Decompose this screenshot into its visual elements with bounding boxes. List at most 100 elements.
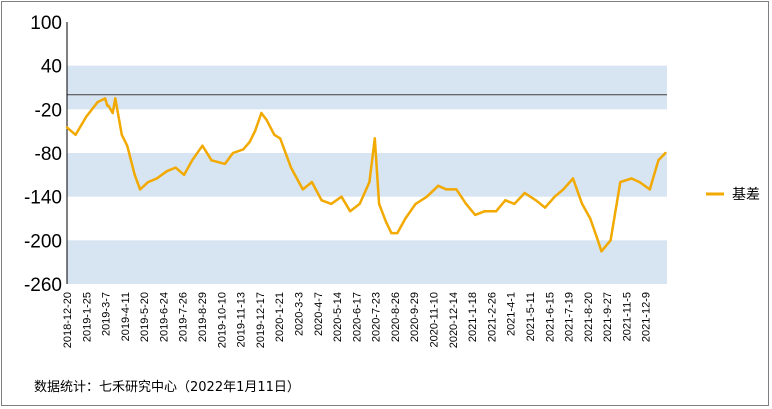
x-tick-label: 2019-11-13 — [236, 292, 248, 347]
series-point — [445, 188, 448, 191]
x-tick-label: 2020-8-26 — [390, 292, 402, 342]
series-point — [174, 166, 177, 169]
y-tick-label: -140 — [24, 188, 62, 209]
series-point — [553, 195, 556, 198]
series-point — [330, 202, 333, 206]
x-tick-label: 2020-6-17 — [351, 292, 363, 342]
series-point — [358, 202, 361, 206]
series-point — [120, 133, 124, 136]
series-point — [310, 180, 314, 184]
x-tick-label: 2019-6-24 — [158, 292, 170, 342]
series-point — [96, 100, 99, 104]
x-tick-label: 2021-12-9 — [641, 292, 653, 342]
series-point — [126, 144, 129, 147]
series-point — [619, 180, 622, 184]
x-tick-label: 2020-5-14 — [332, 292, 344, 342]
x-tick-label: 2020-9-29 — [409, 292, 421, 342]
series-point — [562, 188, 565, 191]
series-point — [65, 126, 69, 129]
series-point — [474, 213, 477, 217]
x-tick-label: 2021-7-19 — [564, 292, 576, 342]
x-tick-label: 2021-5-11 — [525, 292, 537, 341]
series-point — [495, 210, 498, 213]
x-tick-label: 2021-8-20 — [583, 292, 595, 342]
series-point — [248, 140, 251, 144]
x-tick-label: 2019-3-7 — [101, 292, 113, 336]
series-point — [580, 202, 584, 206]
y-tick-label: -260 — [24, 275, 62, 296]
series-point — [638, 180, 641, 184]
x-tick-label: 2021-4-1 — [506, 292, 518, 336]
series-point — [534, 199, 538, 202]
series-point — [155, 177, 158, 180]
series-point — [455, 188, 458, 191]
series-point — [648, 188, 651, 191]
series-point — [373, 137, 376, 140]
series-point — [657, 159, 660, 162]
y-tick-label: 100 — [30, 13, 62, 34]
series-point — [595, 235, 598, 238]
series-point — [289, 166, 293, 169]
series-point — [404, 217, 407, 220]
x-tick-label: 2019-4-11 — [120, 292, 132, 341]
series-point — [340, 195, 343, 198]
series-point — [114, 97, 117, 100]
x-tick-label: 2020-4-7 — [313, 292, 325, 336]
series-point — [107, 104, 110, 107]
series-point — [377, 202, 381, 206]
x-tick-label: 2020-1-21 — [274, 292, 286, 342]
series-point — [191, 159, 194, 162]
band-0 — [67, 65, 667, 110]
series-point — [437, 184, 440, 187]
series-point — [182, 173, 186, 176]
legend: 基差 — [706, 186, 760, 203]
series-point — [630, 177, 633, 180]
series-point — [396, 231, 399, 235]
series-point — [138, 188, 142, 191]
x-tick-label: 2019-5-20 — [139, 292, 151, 342]
legend-label: 基差 — [732, 186, 760, 203]
series-point — [74, 133, 77, 136]
x-tick-label: 2020-12-14 — [448, 292, 460, 348]
series-layer — [65, 97, 667, 253]
x-tick-label: 2019-10-10 — [216, 292, 228, 348]
series-point — [260, 111, 263, 115]
series-point — [571, 177, 575, 180]
series-point — [368, 180, 371, 184]
series-point — [165, 170, 169, 173]
y-tick-label: 40 — [41, 57, 62, 78]
series-point — [210, 159, 213, 162]
x-tick-label: 2019-12-17 — [255, 292, 267, 348]
series-point — [265, 119, 268, 122]
shaded-bands — [67, 65, 667, 284]
y-tick-label: -200 — [24, 231, 62, 252]
series-point — [273, 133, 276, 136]
series-point — [279, 137, 282, 140]
series-point — [133, 173, 136, 176]
x-tick-label: 2018-12-20 — [62, 292, 74, 348]
series-point — [301, 188, 304, 191]
series-point — [201, 144, 204, 147]
series-point — [464, 202, 468, 206]
x-tick-label: 2021-9-27 — [602, 292, 614, 342]
series-point — [543, 206, 547, 209]
series-point — [320, 199, 323, 202]
source-note: 数据统计：七禾研究中心（2022年1月11日） — [34, 380, 300, 395]
x-tick-labels: 2018-12-20 2019-1-25 2019-3-7 2019-4-11 2019… — [62, 292, 653, 348]
series-point — [384, 220, 388, 224]
series-point — [146, 180, 150, 184]
x-tick-label: 2021-1-18 — [467, 292, 479, 342]
series-point — [425, 195, 429, 198]
series-point — [223, 162, 227, 166]
series-point — [85, 115, 88, 118]
series-point — [609, 239, 612, 242]
x-tick-label: 2019-8-29 — [197, 292, 209, 342]
series-point — [414, 202, 417, 206]
y-tick-labels: 100 40 -20 -80 -140 -200 -260 — [24, 13, 62, 296]
series-point — [600, 250, 603, 253]
series-point — [589, 217, 592, 220]
x-tick-label: 2021-2-26 — [486, 292, 498, 342]
x-tick-label: 2020-11-10 — [429, 292, 441, 347]
y-tick-label: -20 — [35, 100, 62, 121]
